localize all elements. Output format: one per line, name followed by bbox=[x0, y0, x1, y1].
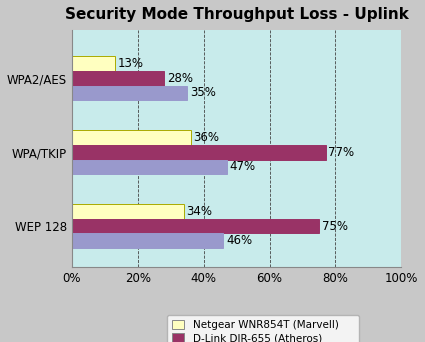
Bar bbox=[72, 159, 227, 174]
Text: 77%: 77% bbox=[328, 146, 354, 159]
Bar bbox=[72, 130, 190, 145]
Bar bbox=[72, 204, 184, 219]
Bar bbox=[72, 145, 326, 159]
Text: 13%: 13% bbox=[117, 57, 143, 70]
Text: 47%: 47% bbox=[230, 160, 255, 173]
Text: 36%: 36% bbox=[193, 131, 219, 144]
Text: 28%: 28% bbox=[167, 71, 193, 84]
Text: 34%: 34% bbox=[187, 205, 212, 218]
Bar bbox=[72, 56, 115, 71]
Bar bbox=[72, 219, 319, 234]
Text: 35%: 35% bbox=[190, 87, 216, 100]
Bar bbox=[72, 71, 164, 86]
Text: 46%: 46% bbox=[226, 234, 252, 247]
Bar bbox=[72, 86, 187, 100]
Bar bbox=[72, 234, 224, 248]
Text: 75%: 75% bbox=[322, 220, 348, 233]
Title: Security Mode Throughput Loss - Uplink: Security Mode Throughput Loss - Uplink bbox=[65, 7, 408, 22]
Legend: Netgear WNR854T (Marvell), D-Link DIR-655 (Atheros), Netgear WNR834B (Broadcom): Netgear WNR854T (Marvell), D-Link DIR-65… bbox=[167, 315, 360, 342]
